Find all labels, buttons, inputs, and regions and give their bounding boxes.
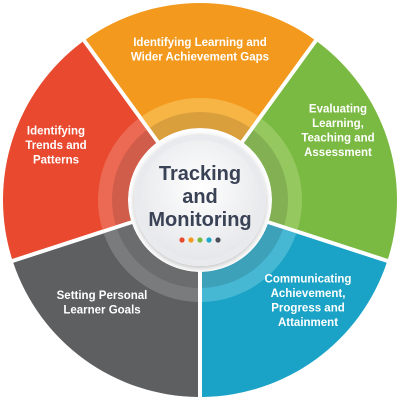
segment-label-identifying-trends-line-3: Patterns [33,155,79,167]
segment-inner-shade-evaluating [243,130,289,226]
segment-label-communicating-line-3: Progress and [271,302,345,314]
segment-label-identifying-trends-line-1: Identifying [27,126,85,138]
segment-inner-shade-communicating [201,224,284,288]
center-title-line-1: Tracking [159,163,241,185]
segment-inner-band-setting-goals [103,224,199,302]
center-circle [140,140,260,260]
color-dot-2 [188,237,194,243]
segment-inner-shade-identifying-gaps [149,112,251,141]
segment-label-setting-goals-line-2: Learner Goals [63,304,140,316]
segment-label-identifying-gaps-line-2: Wider Achievement Gaps [131,51,269,63]
color-dot-3 [197,237,203,243]
segment-evaluating: Evaluating Learning, Teaching and Assessmen… [243,41,397,259]
segment-label-evaluating-line-1: Evaluating [309,103,367,115]
segment-label-evaluating-line-4: Assessment [304,147,372,159]
segment-label-evaluating-line-3: Teaching and [301,132,374,144]
segment-label-setting-goals-line-1: Setting Personal [57,290,148,302]
segment-communicating: Communicating Achievement, Progress and Att… [201,224,387,397]
segment-identifying-trends: Identifying Trends and Patterns [3,41,157,259]
segment-label-communicating-line-1: Communicating [265,273,352,285]
segment-setting-goals: Setting Personal Learner Goals [13,224,199,397]
center-title-line-2: and [182,186,218,208]
segment-label-communicating-line-2: Achievement, [271,288,346,300]
segment-identifying-gaps: Identifying Learning and Wider Achievemen… [85,3,315,141]
segment-label-evaluating-line-2: Learning, [312,118,364,130]
segment-inner-shade-setting-goals [116,224,199,288]
segment-label-identifying-trends-line-2: Trends and [25,140,86,152]
segment-inner-band-evaluating [243,118,302,230]
color-dot-4 [206,237,212,243]
segment-inner-band-identifying-gaps [141,97,259,141]
segment-label-communicating-line-4: Attainment [278,317,338,329]
segment-inner-shade-identifying-trends [112,130,157,226]
color-dot-1 [179,237,185,243]
color-dots [179,237,221,243]
center-title-line-3: Monitoring [148,209,251,231]
segment-label-identifying-gaps-line-1: Identifying Learning and [133,37,267,49]
segment-inner-band-communicating [201,224,297,302]
segment-inner-band-identifying-trends [98,118,157,230]
segment-wedge-identifying-gaps [85,3,315,141]
color-dot-5 [215,237,221,243]
